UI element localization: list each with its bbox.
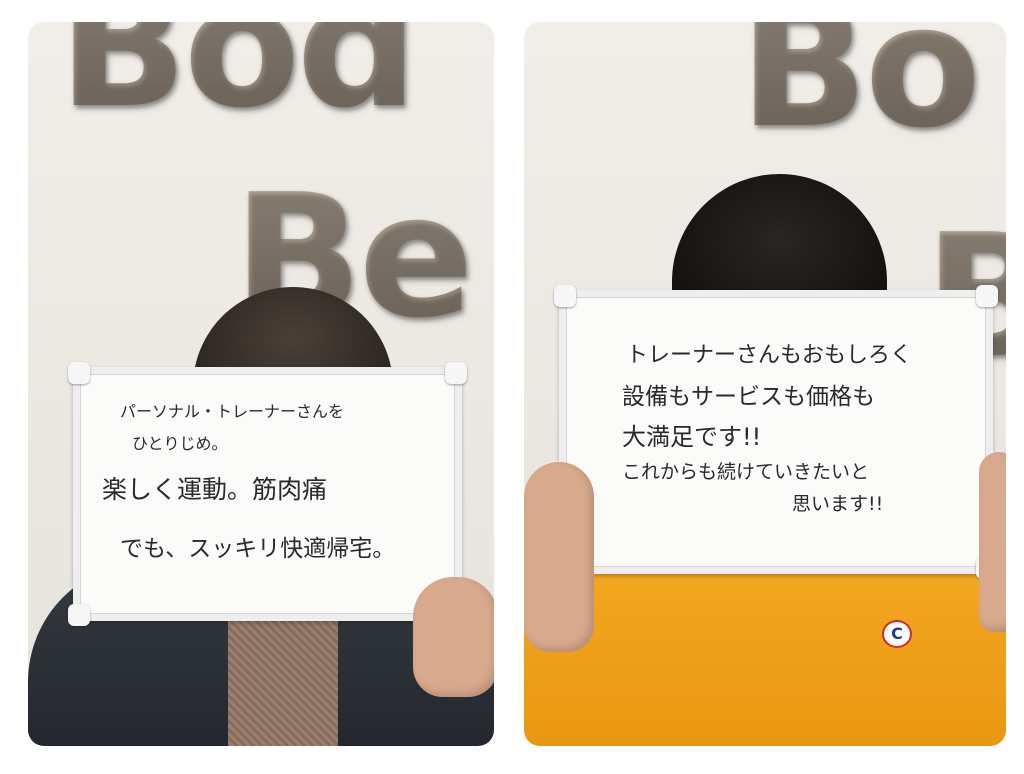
board-line: これからも続けていきたいと (622, 461, 870, 483)
board-line: パーソナル・トレーナーさんを (120, 402, 345, 421)
wall-sign-top: Bo (739, 22, 981, 152)
person-sweater (524, 557, 1006, 746)
person-sweater (228, 612, 338, 746)
whiteboard-right: トレーナーさんもおもしろく 設備もサービスも価格も 大満足です!! これからも続… (554, 285, 998, 579)
left-hand (524, 462, 594, 652)
board-line: 大満足です!! (622, 423, 762, 451)
wall-sign-top: Bod (58, 22, 418, 132)
board-line: 楽しく運動。筋肉痛 (102, 475, 328, 504)
photo-right: Bo B C トレーナーさんもおもしろく 設備もサービスも価格も 大満足です!!… (524, 22, 1006, 746)
board-line: ひとりじめ。 (132, 434, 228, 453)
champion-logo-icon: C (882, 620, 912, 648)
photo-left: Bod Be パーソナル・トレーナーさんを ひとりじめ。 楽しく運動。筋肉痛 で… (28, 22, 494, 746)
whiteboard-left: パーソナル・トレーナーさんを ひとりじめ。 楽しく運動。筋肉痛 でも、スッキリ快… (68, 362, 467, 626)
right-hand (979, 452, 1006, 632)
left-hand (413, 577, 494, 697)
board-line: 設備もサービスも価格も (622, 384, 875, 410)
board-line: でも、スッキリ快適帰宅。 (120, 536, 396, 562)
board-line: トレーナーさんもおもしろく (626, 343, 913, 368)
board-line: 思います!! (792, 493, 884, 515)
